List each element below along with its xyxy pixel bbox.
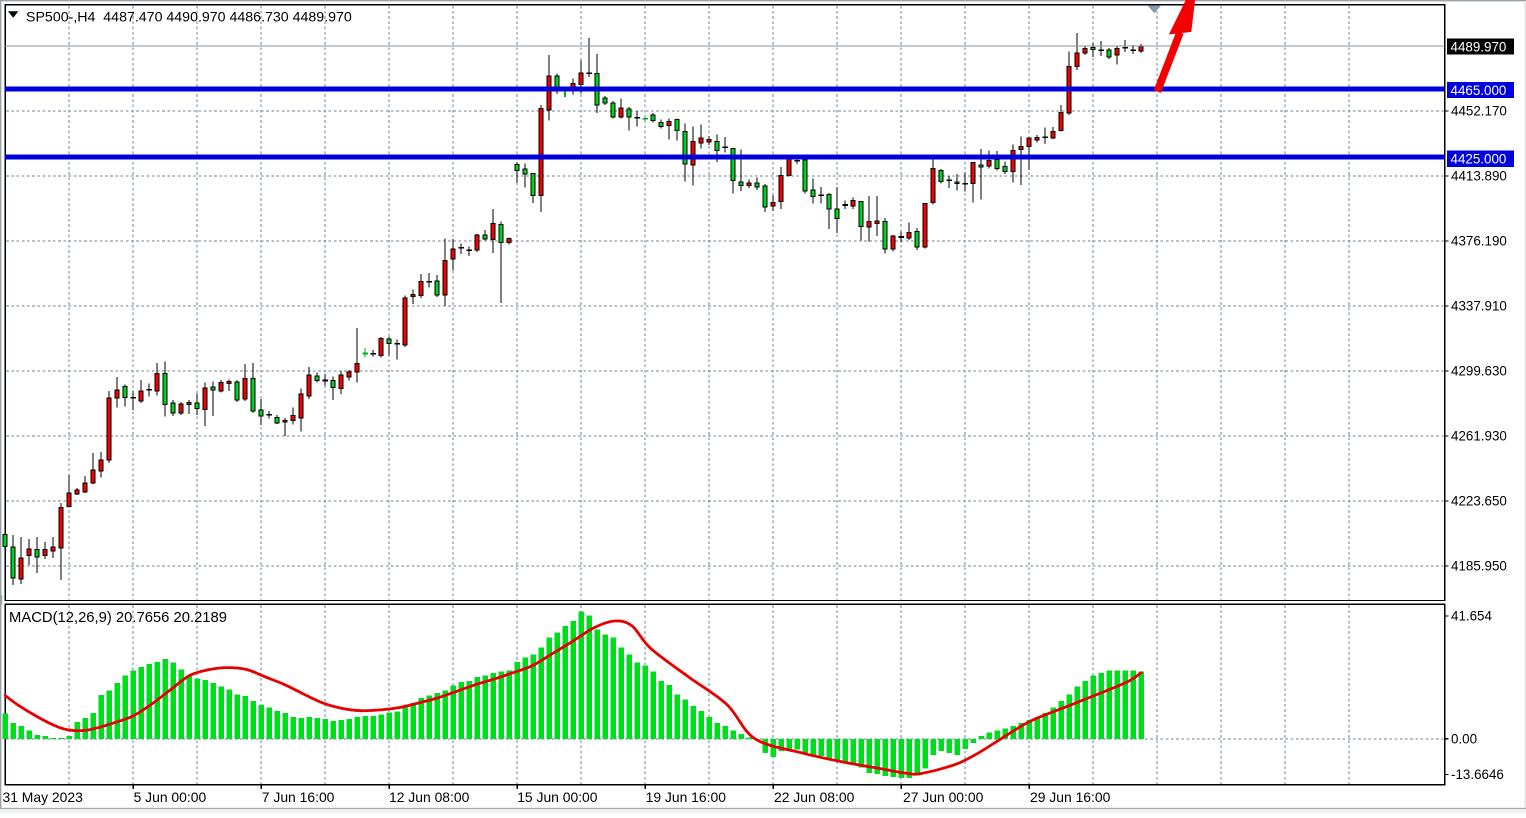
svg-text:4489.970: 4489.970 [1451,39,1507,54]
svg-text:4185.950: 4185.950 [1451,559,1507,574]
svg-text:7 Jun 16:00: 7 Jun 16:00 [262,789,335,805]
svg-text:27 Jun 00:00: 27 Jun 00:00 [903,789,984,805]
svg-text:5 Jun 00:00: 5 Jun 00:00 [134,789,207,805]
svg-text:SP500-,H4 4487.470 4490.970 4: SP500-,H4 4487.470 4490.970 4486.730 448… [26,9,352,25]
svg-text:4465.000: 4465.000 [1451,83,1507,98]
svg-text:12 Jun 08:00: 12 Jun 08:00 [389,789,470,805]
svg-text:4261.930: 4261.930 [1451,429,1507,444]
svg-text:-13.6646: -13.6646 [1451,767,1504,782]
svg-text:4376.190: 4376.190 [1451,234,1507,249]
svg-text:4337.910: 4337.910 [1451,299,1507,314]
svg-text:22 Jun 08:00: 22 Jun 08:00 [774,789,855,805]
svg-text:4299.630: 4299.630 [1451,364,1507,379]
svg-text:41.654: 41.654 [1451,609,1493,624]
svg-text:4425.000: 4425.000 [1451,151,1507,166]
svg-text:19 Jun 16:00: 19 Jun 16:00 [646,789,727,805]
svg-text:29 Jun 16:00: 29 Jun 16:00 [1030,789,1111,805]
svg-text:31 May 2023: 31 May 2023 [3,789,84,805]
svg-text:MACD(12,26,9) 20.7656 20.2189: MACD(12,26,9) 20.7656 20.2189 [9,610,227,626]
svg-text:4223.650: 4223.650 [1451,494,1507,509]
svg-text:4413.890: 4413.890 [1451,169,1507,184]
svg-text:0.00: 0.00 [1451,732,1477,747]
svg-text:4452.170: 4452.170 [1451,104,1507,119]
svg-text:15 Jun 00:00: 15 Jun 00:00 [517,789,598,805]
